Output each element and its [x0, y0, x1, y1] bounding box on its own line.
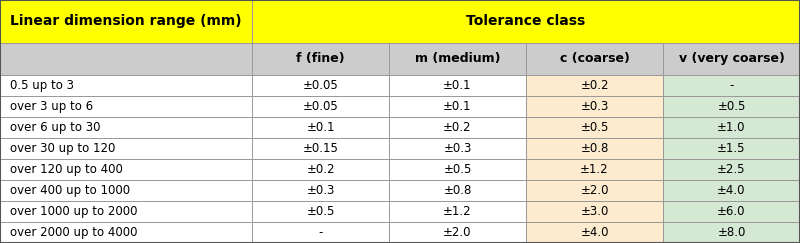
Text: ±4.0: ±4.0	[580, 226, 609, 239]
Text: ±0.5: ±0.5	[718, 100, 746, 113]
Bar	[663, 180, 800, 201]
Bar	[252, 43, 389, 75]
Text: ±0.2: ±0.2	[306, 163, 334, 176]
Bar	[389, 117, 526, 138]
Text: over 400 up to 1000: over 400 up to 1000	[10, 184, 130, 197]
Bar	[252, 117, 389, 138]
Bar	[0, 75, 252, 96]
Bar	[526, 75, 663, 96]
Text: ±0.05: ±0.05	[302, 79, 338, 92]
Text: Linear dimension range (mm): Linear dimension range (mm)	[10, 14, 242, 28]
Bar	[389, 180, 526, 201]
Bar	[0, 222, 252, 243]
Text: ±1.0: ±1.0	[718, 121, 746, 134]
Bar	[0, 180, 252, 201]
Text: ±0.8: ±0.8	[580, 142, 609, 155]
Bar	[0, 43, 252, 75]
Bar	[526, 201, 663, 222]
Bar	[252, 201, 389, 222]
Text: ±1.2: ±1.2	[443, 205, 472, 218]
Text: Tolerance class: Tolerance class	[466, 14, 586, 28]
Bar	[389, 159, 526, 180]
Text: over 1000 up to 2000: over 1000 up to 2000	[10, 205, 138, 218]
Bar	[389, 43, 526, 75]
Bar	[663, 159, 800, 180]
Text: ±0.2: ±0.2	[443, 121, 472, 134]
Bar	[389, 201, 526, 222]
Text: ±0.5: ±0.5	[443, 163, 472, 176]
Text: ±3.0: ±3.0	[580, 205, 609, 218]
Text: over 120 up to 400: over 120 up to 400	[10, 163, 123, 176]
Bar	[663, 75, 800, 96]
Bar	[526, 159, 663, 180]
Text: 0.5 up to 3: 0.5 up to 3	[10, 79, 74, 92]
Bar	[526, 222, 663, 243]
Text: ±1.5: ±1.5	[718, 142, 746, 155]
Bar	[0, 159, 252, 180]
Bar	[663, 43, 800, 75]
Text: ±0.3: ±0.3	[580, 100, 609, 113]
Text: over 2000 up to 4000: over 2000 up to 4000	[10, 226, 138, 239]
Text: ±0.2: ±0.2	[580, 79, 609, 92]
Bar	[389, 222, 526, 243]
Text: ±0.3: ±0.3	[306, 184, 334, 197]
Text: ±0.05: ±0.05	[302, 100, 338, 113]
Text: over 30 up to 120: over 30 up to 120	[10, 142, 115, 155]
Text: over 3 up to 6: over 3 up to 6	[10, 100, 93, 113]
Bar	[526, 138, 663, 159]
Bar	[252, 0, 800, 43]
Text: ±2.0: ±2.0	[443, 226, 472, 239]
Bar	[663, 96, 800, 117]
Text: ±8.0: ±8.0	[718, 226, 746, 239]
Text: ±0.15: ±0.15	[302, 142, 338, 155]
Text: ±0.3: ±0.3	[443, 142, 472, 155]
Text: -: -	[318, 226, 322, 239]
Text: ±0.1: ±0.1	[443, 79, 472, 92]
Text: over 6 up to 30: over 6 up to 30	[10, 121, 101, 134]
Text: v (very coarse): v (very coarse)	[678, 52, 785, 65]
Bar	[252, 180, 389, 201]
Text: ±0.8: ±0.8	[443, 184, 472, 197]
Bar	[389, 96, 526, 117]
Text: ±4.0: ±4.0	[718, 184, 746, 197]
Bar	[663, 201, 800, 222]
Bar	[252, 159, 389, 180]
Bar	[389, 138, 526, 159]
Text: -: -	[730, 79, 734, 92]
Text: ±0.5: ±0.5	[306, 205, 334, 218]
Text: ±1.2: ±1.2	[580, 163, 609, 176]
Text: c (coarse): c (coarse)	[559, 52, 630, 65]
Bar	[526, 43, 663, 75]
Bar	[252, 222, 389, 243]
Bar	[526, 180, 663, 201]
Bar	[252, 75, 389, 96]
Text: ±2.5: ±2.5	[718, 163, 746, 176]
Text: m (medium): m (medium)	[414, 52, 500, 65]
Bar	[0, 201, 252, 222]
Bar	[663, 117, 800, 138]
Text: ±2.0: ±2.0	[580, 184, 609, 197]
Bar	[526, 117, 663, 138]
Text: ±0.5: ±0.5	[580, 121, 609, 134]
Bar	[663, 138, 800, 159]
Text: ±0.1: ±0.1	[306, 121, 334, 134]
Bar	[0, 138, 252, 159]
Text: ±0.1: ±0.1	[443, 100, 472, 113]
Bar	[389, 75, 526, 96]
Bar	[252, 138, 389, 159]
Bar	[0, 0, 252, 43]
Bar	[0, 117, 252, 138]
Bar	[526, 96, 663, 117]
Bar	[252, 96, 389, 117]
Bar	[0, 96, 252, 117]
Text: ±6.0: ±6.0	[718, 205, 746, 218]
Bar	[663, 222, 800, 243]
Text: f (fine): f (fine)	[296, 52, 345, 65]
